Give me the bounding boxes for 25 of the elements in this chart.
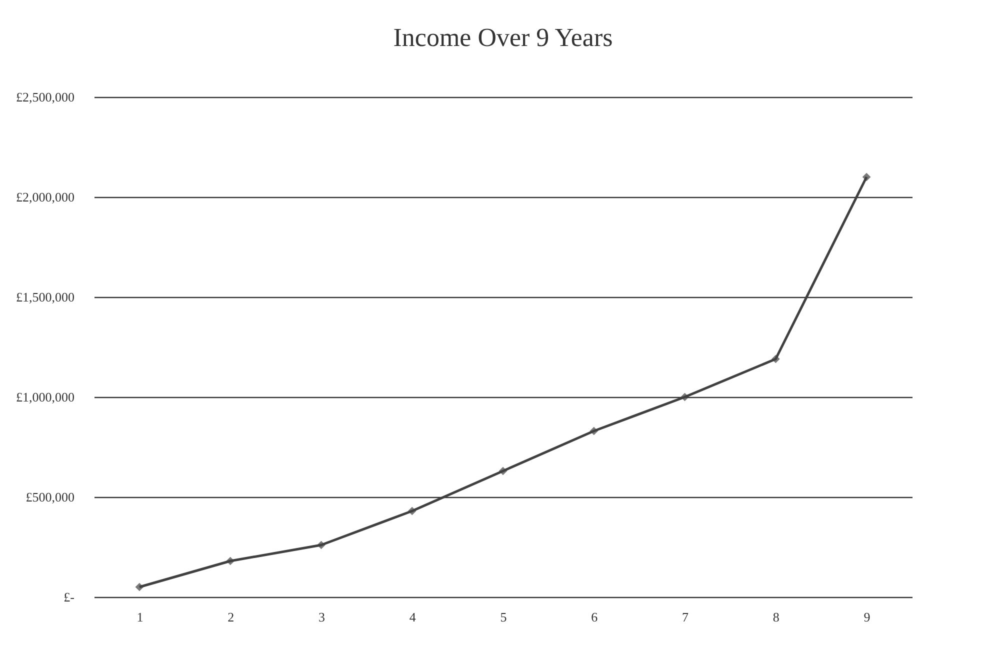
x-tick-label: 7 [682,610,690,624]
x-tick-label: 5 [500,610,507,624]
chart-title: Income Over 9 Years [393,23,613,52]
y-tick-label: £500,000 [26,490,74,504]
x-tick-label: 4 [409,610,416,624]
point [862,172,871,182]
point [680,392,689,402]
x-tick-label: 3 [318,610,325,624]
point [590,426,598,436]
point [135,582,144,592]
y-tick-label: £- [64,590,74,604]
x-tick-label: 8 [772,610,780,624]
x-tick-label: 9 [864,610,870,624]
y-tick-label: £2,500,000 [16,90,74,104]
point [408,506,416,516]
y-tick-label: £1,500,000 [16,290,74,304]
x-tick-label: 6 [591,610,598,624]
y-tick-label: £1,000,000 [16,390,74,404]
y-tick-label: £2,000,000 [16,190,74,204]
point [317,540,326,550]
point [226,556,235,566]
point [498,466,508,476]
x-tick-label: 1 [136,610,144,624]
x-tick-label: 2 [228,610,234,624]
point [771,354,780,364]
